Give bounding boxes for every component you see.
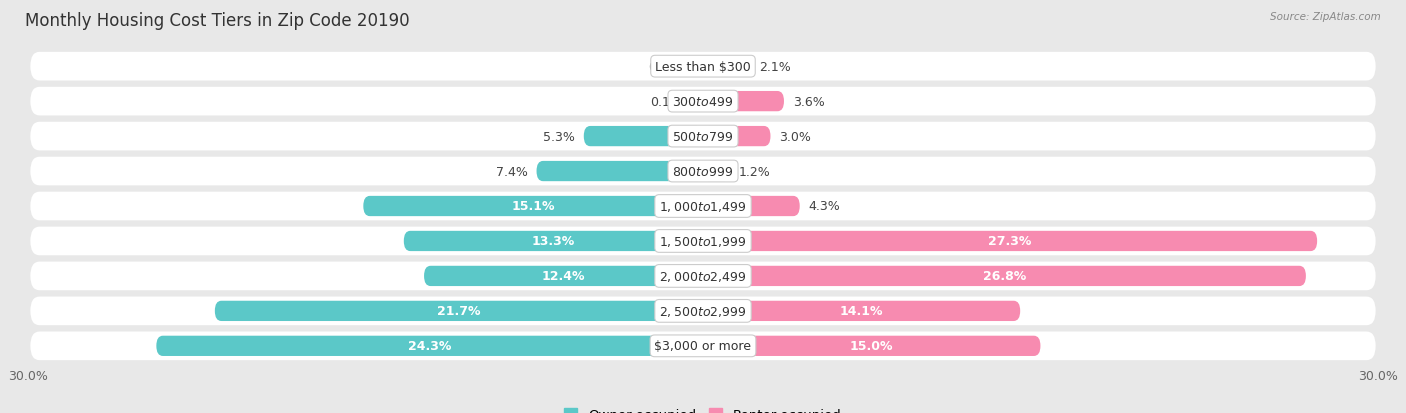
FancyBboxPatch shape xyxy=(31,53,1375,81)
Text: 15.1%: 15.1% xyxy=(512,200,555,213)
FancyBboxPatch shape xyxy=(583,127,703,147)
FancyBboxPatch shape xyxy=(404,231,703,252)
FancyBboxPatch shape xyxy=(31,262,1375,291)
Text: 1.2%: 1.2% xyxy=(740,165,770,178)
FancyBboxPatch shape xyxy=(31,297,1375,325)
Text: $300 to $499: $300 to $499 xyxy=(672,95,734,108)
Text: 14.1%: 14.1% xyxy=(839,305,883,318)
FancyBboxPatch shape xyxy=(703,336,1040,356)
Text: 2.1%: 2.1% xyxy=(759,61,792,74)
FancyBboxPatch shape xyxy=(703,161,730,182)
Text: 21.7%: 21.7% xyxy=(437,305,481,318)
FancyBboxPatch shape xyxy=(703,301,1021,321)
FancyBboxPatch shape xyxy=(425,266,703,286)
FancyBboxPatch shape xyxy=(696,57,704,77)
FancyBboxPatch shape xyxy=(703,92,785,112)
Text: $800 to $999: $800 to $999 xyxy=(672,165,734,178)
FancyBboxPatch shape xyxy=(31,227,1375,256)
FancyBboxPatch shape xyxy=(31,332,1375,360)
Text: $500 to $799: $500 to $799 xyxy=(672,130,734,143)
Text: Monthly Housing Cost Tiers in Zip Code 20190: Monthly Housing Cost Tiers in Zip Code 2… xyxy=(25,12,411,30)
FancyBboxPatch shape xyxy=(703,197,800,216)
Text: Source: ZipAtlas.com: Source: ZipAtlas.com xyxy=(1270,12,1381,22)
Text: 7.4%: 7.4% xyxy=(496,165,527,178)
Text: $1,500 to $1,999: $1,500 to $1,999 xyxy=(659,235,747,248)
Text: 24.3%: 24.3% xyxy=(408,339,451,352)
FancyBboxPatch shape xyxy=(215,301,703,321)
Text: $1,000 to $1,499: $1,000 to $1,499 xyxy=(659,199,747,214)
FancyBboxPatch shape xyxy=(31,192,1375,221)
Text: 26.8%: 26.8% xyxy=(983,270,1026,283)
FancyBboxPatch shape xyxy=(703,57,751,77)
FancyBboxPatch shape xyxy=(703,231,1317,252)
Text: 0.25%: 0.25% xyxy=(648,61,689,74)
Text: 3.6%: 3.6% xyxy=(793,95,825,108)
Text: 15.0%: 15.0% xyxy=(851,339,893,352)
Text: 0.19%: 0.19% xyxy=(650,95,690,108)
FancyBboxPatch shape xyxy=(156,336,703,356)
Text: Less than $300: Less than $300 xyxy=(655,61,751,74)
FancyBboxPatch shape xyxy=(31,122,1375,151)
Text: 12.4%: 12.4% xyxy=(541,270,585,283)
FancyBboxPatch shape xyxy=(703,127,770,147)
FancyBboxPatch shape xyxy=(31,157,1375,186)
Legend: Owner-occupied, Renter-occupied: Owner-occupied, Renter-occupied xyxy=(560,402,846,413)
FancyBboxPatch shape xyxy=(31,88,1375,116)
FancyBboxPatch shape xyxy=(696,92,706,112)
Text: $2,000 to $2,499: $2,000 to $2,499 xyxy=(659,269,747,283)
FancyBboxPatch shape xyxy=(363,197,703,216)
Text: 5.3%: 5.3% xyxy=(543,130,575,143)
Text: 13.3%: 13.3% xyxy=(531,235,575,248)
FancyBboxPatch shape xyxy=(703,266,1306,286)
Text: $3,000 or more: $3,000 or more xyxy=(655,339,751,352)
Text: 4.3%: 4.3% xyxy=(808,200,841,213)
Text: $2,500 to $2,999: $2,500 to $2,999 xyxy=(659,304,747,318)
Text: 3.0%: 3.0% xyxy=(779,130,811,143)
FancyBboxPatch shape xyxy=(537,161,703,182)
Text: 27.3%: 27.3% xyxy=(988,235,1032,248)
